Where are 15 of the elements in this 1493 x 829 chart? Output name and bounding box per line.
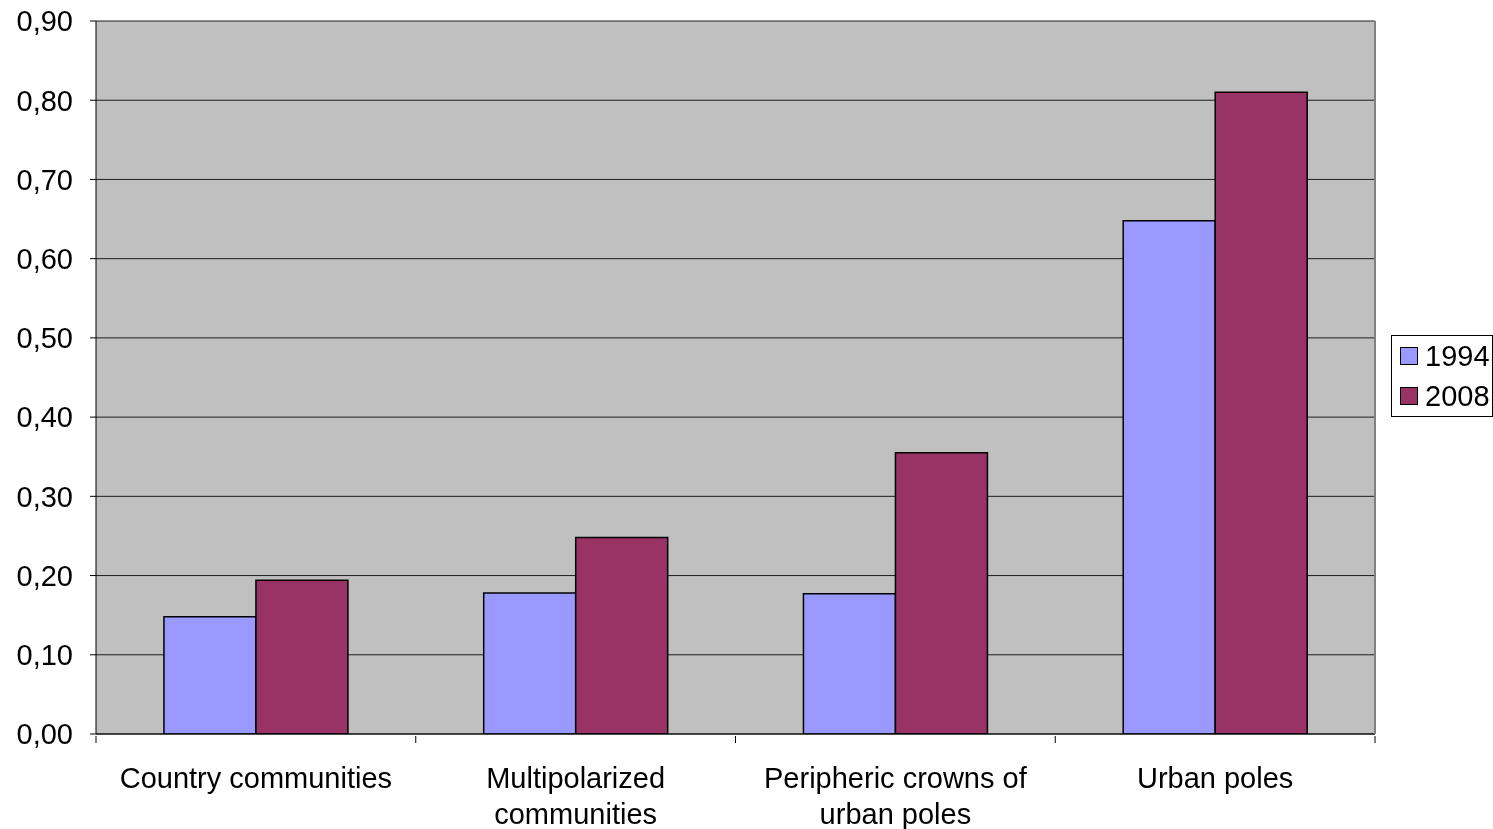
- y-tick-label: 0,70: [16, 163, 73, 196]
- x-tick-label: Country communities: [119, 762, 393, 794]
- y-tick-label: 0,30: [16, 480, 73, 513]
- y-tick-label: 0,50: [16, 322, 73, 355]
- y-tick-label: 0,40: [16, 401, 73, 434]
- legend-label: 2008: [1425, 380, 1490, 412]
- x-tick-label: Multipolarized communities: [486, 762, 666, 829]
- x-tick-label: Urban poles: [1136, 762, 1294, 794]
- y-tick-label: 0,60: [16, 242, 73, 275]
- y-tick-label: 0,10: [16, 639, 73, 672]
- y-tick-label: 0,20: [16, 559, 73, 592]
- legend-label: 1994: [1425, 340, 1490, 372]
- y-tick-label: 0,80: [16, 84, 73, 117]
- y-tick-label: 0,00: [16, 718, 73, 751]
- y-tick-label: 0,90: [16, 5, 73, 38]
